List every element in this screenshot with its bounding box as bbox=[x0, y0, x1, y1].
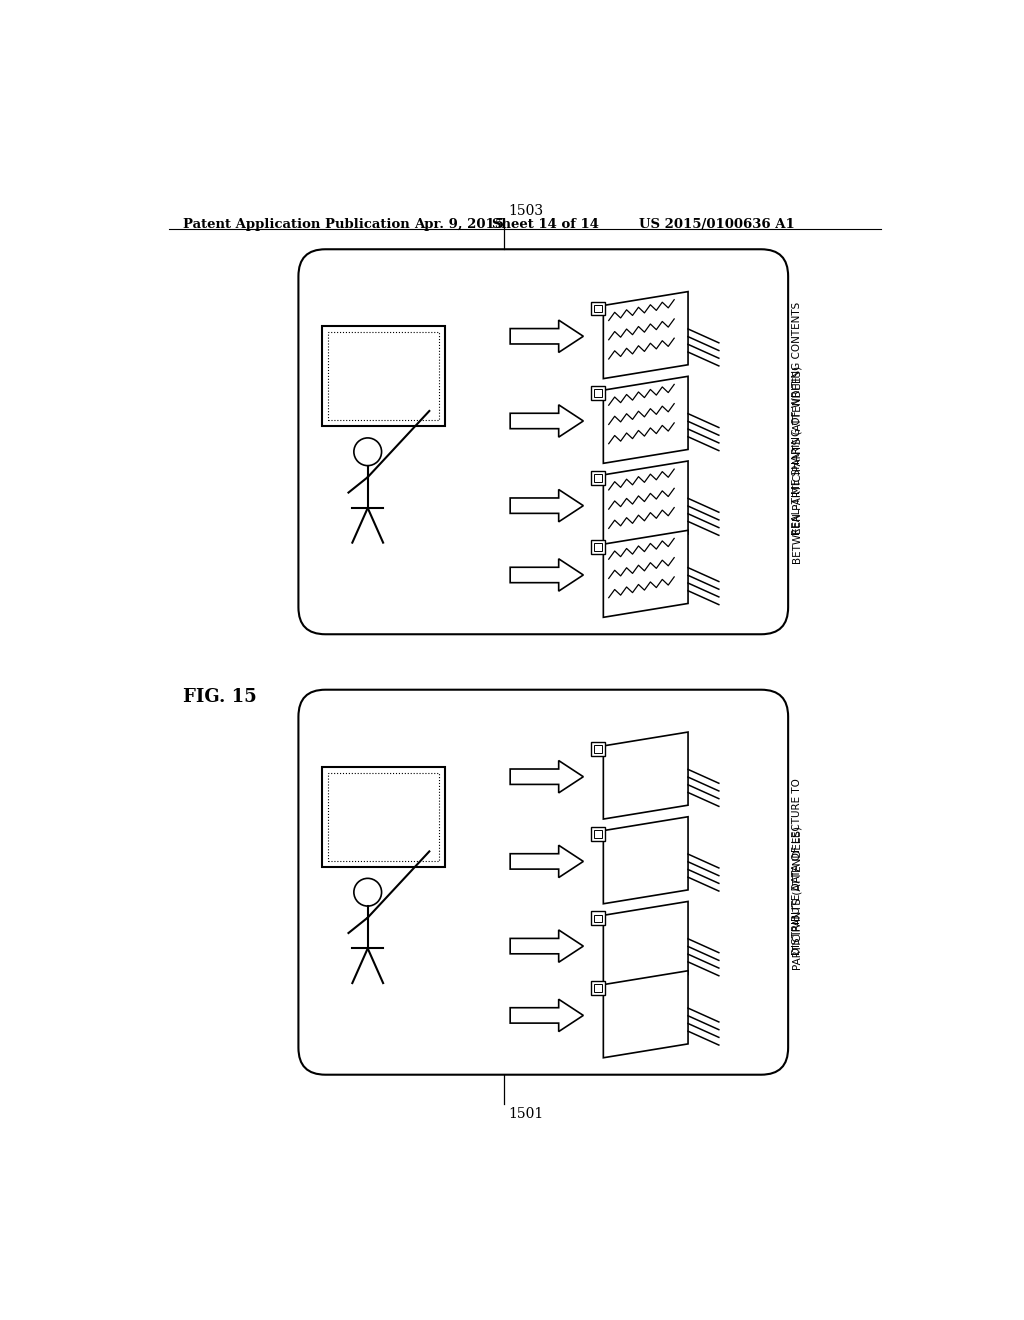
Polygon shape bbox=[603, 733, 688, 818]
Polygon shape bbox=[510, 929, 584, 962]
Bar bbox=[591, 911, 605, 925]
Bar bbox=[591, 981, 605, 995]
Text: REAL–TIME SHARING OF WRITING CONTENTS: REAL–TIME SHARING OF WRITING CONTENTS bbox=[793, 302, 803, 536]
Text: Sheet 14 of 14: Sheet 14 of 14 bbox=[493, 218, 599, 231]
Bar bbox=[328, 333, 438, 420]
Circle shape bbox=[354, 878, 382, 906]
Text: DISTRIBUTE DATA OF LECTURE TO: DISTRIBUTE DATA OF LECTURE TO bbox=[793, 779, 803, 956]
Text: 1503: 1503 bbox=[508, 205, 543, 218]
Polygon shape bbox=[603, 376, 688, 463]
Bar bbox=[594, 744, 602, 752]
Polygon shape bbox=[603, 461, 688, 548]
Polygon shape bbox=[603, 902, 688, 989]
Polygon shape bbox=[510, 321, 584, 352]
Text: Apr. 9, 2015: Apr. 9, 2015 bbox=[414, 218, 504, 231]
Polygon shape bbox=[510, 999, 584, 1032]
Polygon shape bbox=[603, 292, 688, 379]
Text: PARTICIPANTS (ATTENDEES): PARTICIPANTS (ATTENDEES) bbox=[793, 825, 803, 970]
Bar bbox=[591, 826, 605, 841]
Bar bbox=[591, 471, 605, 484]
Text: 1501: 1501 bbox=[508, 1107, 543, 1121]
Bar bbox=[591, 742, 605, 756]
FancyBboxPatch shape bbox=[298, 689, 788, 1074]
Bar bbox=[591, 540, 605, 554]
Polygon shape bbox=[510, 490, 584, 521]
Bar bbox=[322, 326, 444, 426]
Bar bbox=[328, 774, 438, 861]
Bar bbox=[591, 387, 605, 400]
Text: FIG. 15: FIG. 15 bbox=[183, 689, 257, 706]
FancyBboxPatch shape bbox=[298, 249, 788, 635]
Bar bbox=[322, 767, 444, 867]
Polygon shape bbox=[510, 405, 584, 437]
Bar bbox=[594, 830, 602, 838]
Polygon shape bbox=[510, 845, 584, 878]
Polygon shape bbox=[510, 558, 584, 591]
Bar bbox=[594, 544, 602, 552]
Polygon shape bbox=[510, 760, 584, 793]
Circle shape bbox=[354, 438, 382, 466]
Bar bbox=[594, 915, 602, 923]
Text: BETWEEN PARTICIPANTS (ATTENDEES): BETWEEN PARTICIPANTS (ATTENDEES) bbox=[793, 366, 803, 564]
Bar bbox=[594, 389, 602, 397]
Bar bbox=[594, 983, 602, 991]
Bar bbox=[594, 305, 602, 313]
Polygon shape bbox=[603, 817, 688, 904]
Polygon shape bbox=[603, 970, 688, 1057]
Bar bbox=[594, 474, 602, 482]
Bar bbox=[591, 302, 605, 315]
Text: US 2015/0100636 A1: US 2015/0100636 A1 bbox=[639, 218, 795, 231]
Polygon shape bbox=[603, 531, 688, 618]
Text: Patent Application Publication: Patent Application Publication bbox=[183, 218, 410, 231]
